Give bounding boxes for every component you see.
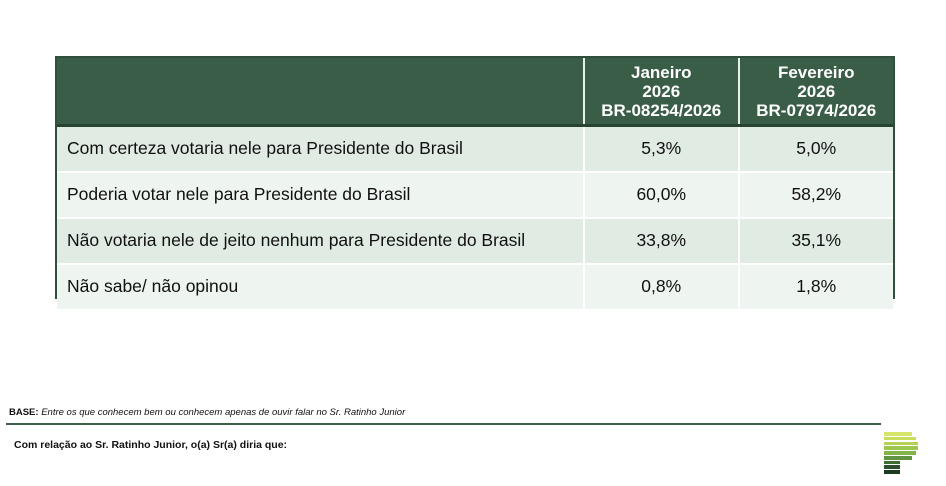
logo-bar	[884, 436, 916, 441]
header-year: 2026	[797, 81, 836, 101]
value-february: 5,0%	[737, 124, 893, 172]
value-january: 5,3%	[583, 124, 739, 172]
survey-question: Com relação ao Sr. Ratinho Junior, o(a) …	[14, 439, 288, 451]
value-february: 1,8%	[737, 262, 893, 309]
logo-bar	[884, 460, 900, 465]
value-february: 58,2%	[737, 170, 893, 218]
logo-bar	[884, 446, 918, 450]
row-label: Não sabe/ não opinou	[57, 262, 584, 309]
logo-bar	[884, 465, 900, 470]
base-label: BASE:	[9, 407, 39, 418]
header-month: Janeiro	[631, 62, 692, 82]
header-survey-code: BR-08254/2026	[601, 100, 722, 120]
value-february: 35,1%	[737, 216, 893, 264]
header-year: 2026	[642, 81, 681, 101]
table-row: Não votaria nele de jeito nenhum para Pr…	[57, 216, 893, 264]
header-blank-cell	[57, 58, 584, 125]
results-table: Janeiro 2026 BR-08254/2026 Fevereiro 202…	[57, 58, 893, 309]
table-row: Não sabe/ não opinou 0,8% 1,8%	[57, 262, 893, 309]
table-row: Com certeza votaria nele para Presidente…	[57, 124, 893, 172]
base-text: Entre os que conhecem bem ou conhecem ap…	[41, 407, 406, 418]
logo-bar	[884, 451, 916, 455]
row-label: Poderia votar nele para Presidente do Br…	[57, 170, 584, 218]
footer-divider	[6, 423, 881, 425]
header-january-2026: Janeiro 2026 BR-08254/2026	[583, 58, 739, 125]
base-note: BASE: Entre os que conhecem bem ou conhe…	[9, 407, 405, 418]
logo-bar	[884, 441, 918, 446]
value-january: 0,8%	[583, 262, 739, 309]
logo-bar	[884, 470, 900, 474]
row-label: Com certeza votaria nele para Presidente…	[57, 124, 584, 172]
results-table-container: Janeiro 2026 BR-08254/2026 Fevereiro 202…	[55, 56, 895, 309]
stacked-bars-p-logo-icon	[884, 432, 920, 480]
logo-bar	[884, 432, 912, 436]
header-month: Fevereiro	[777, 62, 855, 82]
table-header-row: Janeiro 2026 BR-08254/2026 Fevereiro 202…	[57, 58, 893, 125]
logo-bar	[884, 455, 912, 460]
table-row: Poderia votar nele para Presidente do Br…	[57, 170, 893, 218]
header-february-2026: Fevereiro 2026 BR-07974/2026	[737, 58, 893, 125]
value-january: 60,0%	[583, 170, 739, 218]
value-january: 33,8%	[583, 216, 739, 264]
header-survey-code: BR-07974/2026	[756, 100, 877, 120]
row-label: Não votaria nele de jeito nenhum para Pr…	[57, 216, 584, 264]
